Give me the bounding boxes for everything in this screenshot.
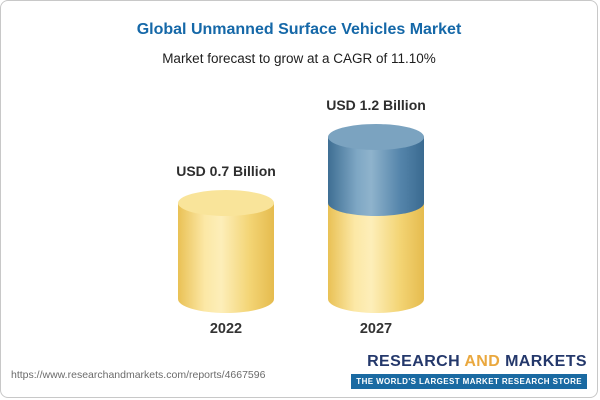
brand-logo: RESEARCH AND MARKETS THE WORLD'S LARGEST… (351, 353, 587, 389)
cyl-2022-yellow (178, 203, 274, 313)
bar-2027: USD 1.2 Billion 2027 (326, 97, 426, 337)
source-url-link[interactable]: https://www.researchandmarkets.com/repor… (11, 369, 266, 381)
chart-title: Global Unmanned Surface Vehicles Market (136, 21, 462, 38)
brand-tagline: THE WORLD'S LARGEST MARKET RESEARCH STOR… (351, 374, 587, 389)
brand-name: RESEARCH AND MARKETS (351, 353, 587, 371)
bar-2022-value-label: USD 0.7 Billion (176, 163, 276, 179)
brand-word-research: RESEARCH (367, 353, 461, 370)
bar-2022: USD 0.7 Billion 2022 (176, 163, 276, 337)
bar-2022-cylinder (178, 190, 274, 313)
brand-word-and: AND (464, 353, 501, 370)
cyl-2027-blue (328, 137, 424, 216)
bar-2027-cylinder (328, 124, 424, 313)
cyl-2027-yellow (328, 203, 424, 313)
chart-subtitle: Market forecast to grow at a CAGR of 11.… (162, 51, 436, 66)
bar-2022-year-label: 2022 (209, 321, 243, 337)
bar-2027-year-label: 2027 (359, 321, 393, 337)
footer: https://www.researchandmarkets.com/repor… (1, 353, 597, 397)
brand-word-markets: MARKETS (505, 353, 587, 370)
bar-2027-value-label: USD 1.2 Billion (326, 97, 426, 113)
bar-2027-cylinder-top (328, 124, 424, 150)
bar-2022-cylinder-top (178, 190, 274, 216)
